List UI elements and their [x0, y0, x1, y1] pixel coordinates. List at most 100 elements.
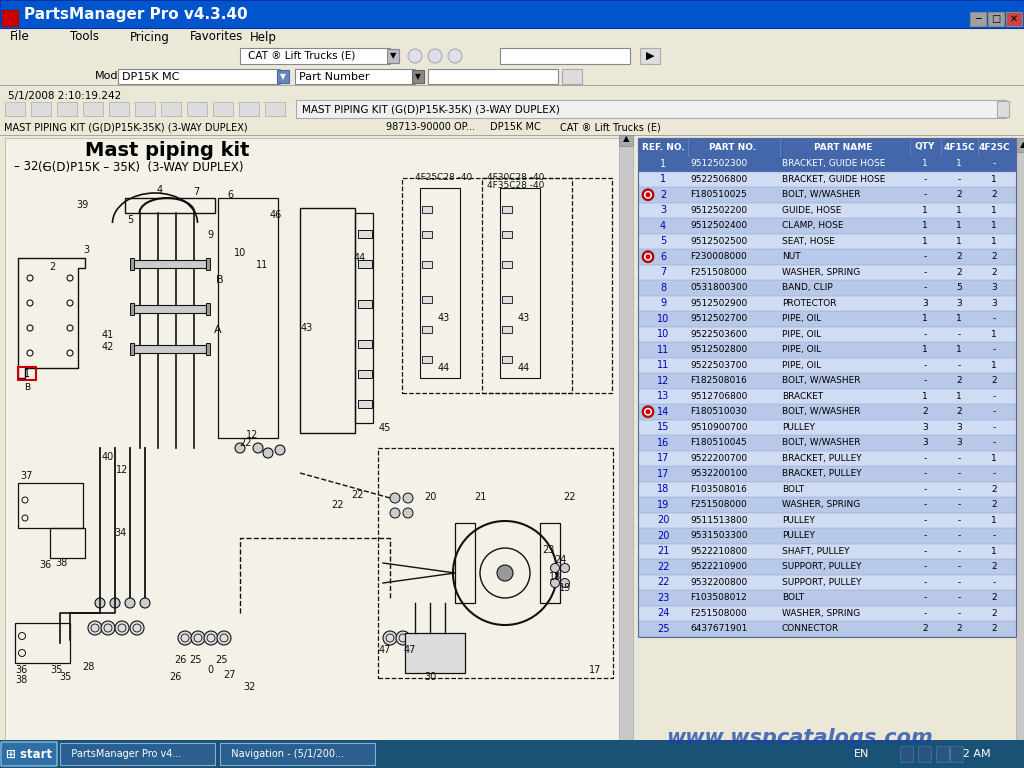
Text: 42: 42: [101, 342, 115, 352]
Text: -: -: [924, 175, 927, 184]
Bar: [638, 280, 1016, 296]
Text: 1: 1: [991, 221, 997, 230]
Text: -: -: [924, 469, 927, 478]
Bar: [638, 233, 1016, 249]
Bar: [660, 48, 1000, 64]
Text: ◀: ◀: [9, 751, 14, 757]
Text: SUPPORT, PULLEY: SUPPORT, PULLEY: [782, 562, 861, 571]
Bar: [412, 70, 424, 83]
Text: BAND, CLIP: BAND, CLIP: [782, 283, 833, 293]
Bar: [970, 12, 986, 26]
Text: MAST PIPING KIT (G(D)P15K-35K) (3-WAY DUPLEX): MAST PIPING KIT (G(D)P15K-35K) (3-WAY DU…: [4, 122, 248, 132]
Bar: [358, 230, 372, 238]
Text: 22: 22: [351, 490, 364, 500]
Bar: [358, 370, 372, 378]
Bar: [500, 48, 630, 64]
Bar: [638, 357, 1016, 373]
Bar: [997, 101, 1009, 117]
Text: 0531800300: 0531800300: [690, 283, 748, 293]
Text: Pricing: Pricing: [130, 31, 170, 44]
Text: 22: 22: [656, 578, 670, 588]
Text: 3: 3: [956, 422, 962, 432]
Text: Navigation - (5/1/200...: Navigation - (5/1/200...: [225, 749, 344, 759]
Text: 2: 2: [991, 593, 996, 602]
FancyBboxPatch shape: [1, 742, 57, 766]
Bar: [50, 528, 85, 558]
Text: -: -: [992, 531, 995, 540]
Text: PIPE, OIL: PIPE, OIL: [782, 329, 821, 339]
Text: F230008000: F230008000: [690, 252, 746, 261]
Text: 12: 12: [246, 430, 258, 440]
Bar: [406, 48, 495, 64]
Text: 1: 1: [956, 221, 962, 230]
Text: 4F30C28 -40: 4F30C28 -40: [487, 173, 545, 182]
Bar: [296, 100, 1006, 118]
Text: CAT ® Lift Trucks (E): CAT ® Lift Trucks (E): [248, 51, 355, 61]
Bar: [638, 138, 1016, 156]
Text: 1: 1: [923, 221, 928, 230]
Text: 19: 19: [656, 500, 669, 510]
Text: WASHER, SPRING: WASHER, SPRING: [782, 609, 860, 617]
Text: 6: 6: [227, 190, 233, 200]
Text: 2: 2: [956, 407, 962, 416]
Text: 15: 15: [656, 422, 670, 432]
Text: -: -: [957, 500, 961, 509]
Bar: [502, 231, 512, 238]
Text: -: -: [924, 500, 927, 509]
Circle shape: [88, 621, 102, 635]
Bar: [5, 748, 617, 760]
Bar: [83, 102, 103, 116]
Text: -: -: [924, 268, 927, 276]
Bar: [562, 69, 582, 84]
Text: 2: 2: [923, 624, 928, 634]
Text: 9512502900: 9512502900: [690, 299, 748, 308]
Text: 3: 3: [956, 299, 962, 308]
Text: -: -: [924, 562, 927, 571]
Text: 21: 21: [474, 492, 486, 502]
Text: 32: 32: [244, 682, 256, 692]
Bar: [0, 135, 1024, 768]
Text: 3: 3: [923, 422, 928, 432]
Text: PIPE, OIL: PIPE, OIL: [782, 361, 821, 369]
Text: DP15K MC: DP15K MC: [122, 71, 179, 81]
Text: 22: 22: [656, 561, 670, 571]
Text: 28: 28: [82, 662, 94, 672]
Text: PULLEY: PULLEY: [782, 516, 815, 525]
Circle shape: [191, 631, 205, 645]
Circle shape: [234, 443, 245, 453]
Text: 1: 1: [923, 314, 928, 323]
Bar: [0, 740, 1024, 768]
Text: -: -: [924, 485, 927, 494]
Text: 10: 10: [656, 329, 669, 339]
Bar: [638, 203, 1016, 218]
Circle shape: [560, 578, 569, 588]
Text: GUIDE, HOSE: GUIDE, HOSE: [782, 206, 842, 215]
Bar: [420, 188, 460, 378]
Text: -: -: [957, 329, 961, 339]
Text: -: -: [992, 346, 995, 354]
Text: 37: 37: [20, 471, 33, 481]
Text: B: B: [216, 275, 224, 285]
Text: 26: 26: [174, 655, 186, 665]
Text: ▶: ▶: [607, 751, 612, 757]
Text: 98713-90000 OP...: 98713-90000 OP...: [386, 122, 475, 132]
Text: 9: 9: [207, 230, 213, 240]
Bar: [0, 46, 1024, 66]
Text: 27: 27: [224, 670, 237, 680]
Text: -: -: [924, 376, 927, 386]
Text: BRACKET, GUIDE HOSE: BRACKET, GUIDE HOSE: [782, 159, 886, 168]
Text: 23: 23: [542, 545, 554, 555]
Text: 1: 1: [24, 369, 30, 379]
Text: 17: 17: [589, 665, 601, 675]
Text: 2: 2: [956, 624, 962, 634]
Bar: [0, 65, 1024, 85]
Bar: [422, 261, 432, 268]
Text: 2: 2: [991, 500, 996, 509]
Bar: [422, 356, 432, 363]
Text: 9522200700: 9522200700: [690, 454, 748, 463]
Circle shape: [130, 621, 144, 635]
Text: ▼: ▼: [1020, 749, 1024, 757]
Text: 5: 5: [956, 283, 962, 293]
Text: BRACKET, PULLEY: BRACKET, PULLEY: [782, 469, 861, 478]
Text: F103508012: F103508012: [690, 593, 746, 602]
